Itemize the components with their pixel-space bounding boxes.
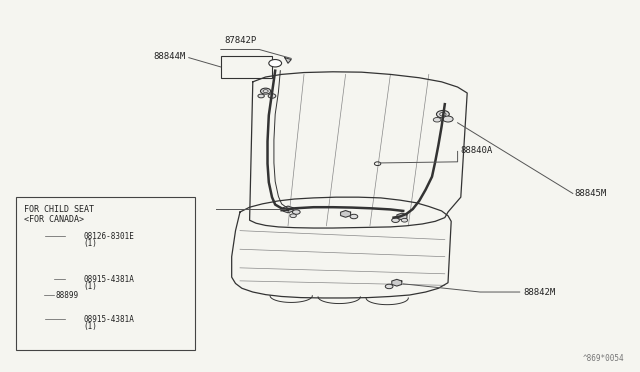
Text: V: V [71, 276, 76, 282]
Circle shape [268, 94, 276, 98]
Text: (1): (1) [83, 239, 97, 248]
Circle shape [385, 284, 393, 289]
Text: 08915-4381A: 08915-4381A [83, 315, 134, 324]
Polygon shape [22, 279, 29, 283]
Polygon shape [285, 58, 291, 63]
Text: 87842P: 87842P [224, 36, 256, 45]
Circle shape [350, 214, 358, 219]
Text: B: B [71, 233, 76, 239]
Bar [16, 197, 195, 350]
Circle shape [401, 218, 408, 222]
Circle shape [392, 218, 399, 222]
Text: 88842M: 88842M [154, 205, 186, 214]
Polygon shape [33, 315, 44, 323]
Circle shape [269, 60, 282, 67]
Text: 88842M: 88842M [524, 288, 556, 296]
Circle shape [260, 88, 271, 94]
Text: FOR CHILD SEAT: FOR CHILD SEAT [24, 205, 93, 214]
Text: 88840A: 88840A [461, 146, 493, 155]
Circle shape [443, 116, 453, 122]
Polygon shape [392, 279, 402, 286]
Text: (1): (1) [83, 322, 97, 331]
Circle shape [292, 210, 300, 214]
Circle shape [436, 110, 449, 118]
Circle shape [433, 118, 441, 122]
Text: (1): (1) [83, 282, 97, 291]
Polygon shape [29, 276, 54, 286]
Polygon shape [283, 206, 293, 213]
Text: 08915-4381A: 08915-4381A [83, 275, 134, 284]
Circle shape [258, 94, 264, 98]
Polygon shape [34, 229, 43, 235]
Text: 08126-8301E: 08126-8301E [83, 232, 134, 241]
Text: 88844M: 88844M [154, 52, 186, 61]
Polygon shape [340, 211, 351, 217]
Text: 88899: 88899 [56, 291, 79, 300]
Circle shape [35, 279, 41, 283]
Circle shape [35, 317, 42, 321]
Text: <FOR CANADA>: <FOR CANADA> [24, 215, 84, 224]
Bar [221, 56, 272, 78]
Text: ^869*0054: ^869*0054 [582, 354, 624, 363]
Text: 88845M: 88845M [575, 189, 607, 198]
Circle shape [290, 214, 296, 218]
Circle shape [44, 276, 49, 280]
Text: N: N [71, 316, 76, 322]
Polygon shape [397, 213, 407, 220]
